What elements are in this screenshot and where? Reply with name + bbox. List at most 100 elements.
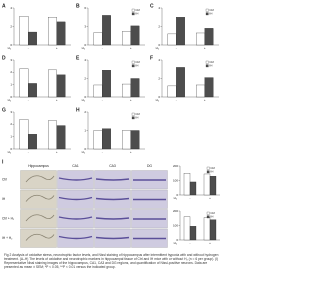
x-tick-label: + <box>204 46 206 50</box>
legend-swatch <box>205 12 209 16</box>
bar <box>183 216 191 241</box>
y-tick-label: 0 <box>176 193 178 197</box>
bar <box>56 74 66 98</box>
cell-layer <box>58 235 93 240</box>
y-tick-label: 0 <box>84 43 86 47</box>
tissue-outline <box>25 214 55 222</box>
x-axis-label: H₂ <box>156 46 160 50</box>
legend-label: Ctrl <box>135 112 140 116</box>
row-label: Ctrl + H₂ <box>2 217 15 221</box>
bar <box>130 130 140 150</box>
y-tick-label: 2 <box>10 70 12 74</box>
x-tick-label: + <box>56 46 58 50</box>
x-tick-label: - <box>176 98 177 102</box>
y-tick-label: 2 <box>10 24 12 28</box>
y-tick-label: 100 <box>173 178 178 182</box>
x-tick-label: - <box>102 98 103 102</box>
x-tick-label: - <box>190 241 191 245</box>
bar <box>196 84 205 98</box>
legend-label: IH <box>210 170 213 174</box>
panel-label: C <box>150 3 154 9</box>
bar <box>130 78 140 98</box>
y-tick-label: 0 <box>176 238 178 242</box>
bar <box>122 31 131 46</box>
tissue-outline <box>25 175 55 183</box>
x-tick-label: + <box>56 150 58 154</box>
x-tick-label: + <box>130 46 132 50</box>
x-axis-label: H₂ <box>82 46 86 50</box>
bar <box>102 70 111 98</box>
legend-swatch <box>131 116 135 120</box>
bar <box>28 134 37 150</box>
y-tick-label: 200 <box>173 164 178 168</box>
legend-swatch <box>205 64 209 68</box>
y-tick-label: 1 <box>84 128 86 132</box>
bar <box>102 15 111 46</box>
bar <box>130 25 140 46</box>
y-tick-label: 1 <box>10 134 12 138</box>
bar <box>176 67 185 98</box>
x-tick-label: + <box>204 98 206 102</box>
y-tick-label: 0 <box>158 43 160 47</box>
micrograph <box>20 189 57 209</box>
bar <box>189 181 197 196</box>
legend-swatch <box>206 166 210 170</box>
x-axis-label: H₂ <box>8 150 12 154</box>
panel-label: A <box>2 3 6 9</box>
bar <box>203 173 211 196</box>
bar <box>19 68 29 98</box>
bar <box>176 17 185 46</box>
legend-label: Ctrl <box>135 60 140 64</box>
legend-label: IH <box>135 12 138 16</box>
bar <box>19 16 29 46</box>
bar <box>48 69 57 98</box>
legend-label: Ctrl <box>135 8 140 12</box>
legend-label: IH <box>135 116 138 120</box>
cell-layer <box>58 216 93 220</box>
cell-layer <box>95 236 130 240</box>
x-tick-label: + <box>56 98 58 102</box>
panel-label: B <box>76 3 80 9</box>
x-axis-label: H₂ <box>82 150 86 154</box>
row-label: IH + H₂ <box>2 236 13 240</box>
cell-layer <box>95 217 130 220</box>
column-label: DG <box>147 164 152 168</box>
bar <box>204 28 214 46</box>
x-tick-label: - <box>28 98 29 102</box>
x-axis-label: H₂ <box>174 196 178 200</box>
x-tick-label: - <box>102 150 103 154</box>
legend-label: IH <box>135 64 138 68</box>
y-tick-label: 6 <box>84 6 86 10</box>
micrograph <box>20 170 57 190</box>
bar <box>56 21 66 46</box>
y-tick-label: 3 <box>10 58 12 62</box>
legend-swatch <box>131 8 135 12</box>
legend-label: IH <box>209 12 212 16</box>
column-label: CA1 <box>72 164 79 168</box>
x-tick-label: - <box>28 46 29 50</box>
y-tick-label: 2 <box>158 24 160 28</box>
micrograph <box>20 209 57 229</box>
legend-swatch <box>131 12 135 16</box>
y-tick-label: 0 <box>10 95 12 99</box>
x-tick-label: + <box>209 196 211 200</box>
bar <box>19 119 29 150</box>
y-tick-label: 4 <box>158 6 160 10</box>
x-tick-label: - <box>190 196 191 200</box>
y-tick-label: 200 <box>173 209 178 213</box>
caption: Fig 2 Analysis of oxidative stress, neur… <box>4 253 219 270</box>
bar <box>93 84 103 98</box>
bar <box>93 32 103 46</box>
panel-label: E <box>76 55 80 61</box>
y-tick-label: 0 <box>158 95 160 99</box>
y-tick-label: 4 <box>84 58 86 62</box>
bar <box>56 125 66 150</box>
x-axis-label: H₂ <box>82 98 86 102</box>
y-tick-label: 0 <box>10 43 12 47</box>
panel-label: I <box>2 159 4 165</box>
legend-label: Ctrl <box>210 211 215 215</box>
legend-label: Ctrl <box>210 166 215 170</box>
bar <box>203 217 211 241</box>
y-tick-label: 0 <box>84 147 86 151</box>
